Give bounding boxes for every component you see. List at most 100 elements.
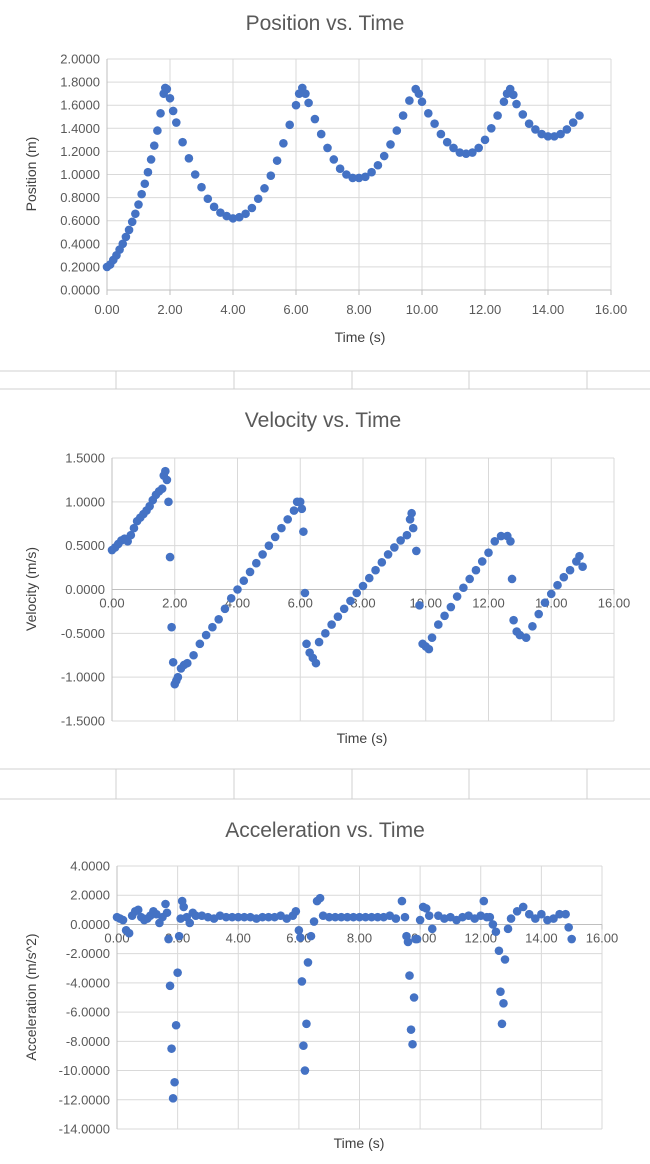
data-point — [343, 912, 352, 922]
data-point — [373, 160, 383, 170]
data-point — [201, 630, 211, 640]
y-tick-label: 0.0000 — [70, 917, 110, 932]
data-point — [355, 912, 364, 922]
data-point — [131, 209, 140, 219]
data-point — [321, 629, 330, 638]
data-point — [118, 239, 128, 249]
position-chart: Position vs. Time Time (s) Position (m) … — [23, 12, 627, 345]
data-point — [146, 155, 156, 164]
data-point — [484, 548, 493, 557]
data-point — [497, 1019, 507, 1029]
data-point — [185, 918, 195, 928]
data-point — [291, 906, 301, 916]
data-point — [297, 977, 307, 986]
data-point — [306, 931, 316, 941]
x-axis-title: Time (s) — [334, 1135, 385, 1151]
data-point — [258, 912, 267, 922]
y-tick-label: 1.5000 — [65, 451, 105, 466]
data-point — [133, 905, 143, 915]
data-point — [330, 912, 340, 922]
data-point — [164, 934, 173, 944]
data-point — [377, 558, 387, 567]
data-point — [189, 650, 198, 660]
y-tick-label: -14.0000 — [59, 1122, 110, 1137]
data-point — [285, 120, 295, 130]
data-point — [165, 93, 175, 103]
data-point — [221, 912, 231, 922]
data-point — [540, 598, 550, 607]
data-point — [124, 225, 134, 235]
data-point — [311, 658, 321, 668]
x-tick-label: 8.00 — [346, 302, 371, 317]
data-point — [493, 111, 502, 120]
data-point — [260, 184, 269, 193]
x-tick-label: 16.00 — [595, 302, 628, 317]
x-tick-label: 16.00 — [586, 930, 619, 945]
data-point — [496, 987, 505, 996]
velocity-chart: Velocity vs. Time Time (s) Velocity (m/s… — [23, 409, 630, 746]
x-tick-label: 10.00 — [406, 302, 439, 317]
data-point — [252, 558, 261, 568]
y-tick-label: 2.0000 — [60, 52, 100, 67]
data-point — [295, 497, 305, 507]
data-point — [361, 912, 370, 922]
data-point — [465, 574, 474, 584]
data-point — [302, 639, 311, 649]
data-point — [442, 137, 452, 147]
data-point — [167, 1044, 176, 1053]
data-point — [208, 622, 217, 632]
data-point — [121, 232, 131, 242]
data-point — [575, 551, 584, 561]
data-point — [309, 917, 319, 926]
data-point — [134, 200, 143, 209]
y-tick-label: -0.5000 — [61, 626, 105, 641]
data-point — [449, 143, 458, 153]
y-tick-label: 1.2000 — [60, 144, 100, 159]
y-tick-label: 1.4000 — [60, 121, 100, 136]
y-tick-label: 0.5000 — [65, 538, 105, 553]
data-point — [162, 475, 172, 485]
data-point — [390, 543, 399, 552]
data-point — [398, 111, 408, 120]
data-point — [239, 576, 249, 586]
y-tick-label: 0.2000 — [60, 259, 100, 274]
data-point — [373, 912, 382, 922]
data-point — [446, 602, 456, 612]
chart-title: Position vs. Time — [246, 12, 405, 35]
y-tick-label: -12.0000 — [59, 1092, 110, 1107]
x-tick-label: 14.00 — [525, 930, 558, 945]
data-point — [408, 1039, 417, 1049]
data-point — [559, 572, 569, 582]
data-point — [506, 914, 516, 923]
y-tick-label: 0.6000 — [60, 213, 100, 228]
data-point — [143, 167, 153, 177]
data-point — [427, 633, 437, 643]
data-point — [227, 912, 237, 922]
data-point — [183, 658, 192, 668]
data-point — [496, 531, 506, 541]
data-point — [405, 971, 414, 980]
data-point — [549, 914, 558, 923]
data-point — [168, 106, 178, 116]
data-point — [235, 212, 244, 222]
data-point — [156, 108, 165, 118]
data-point — [300, 588, 310, 598]
data-point — [258, 550, 267, 559]
data-point — [487, 124, 496, 133]
y-axis-title: Position (m) — [23, 137, 39, 212]
data-point — [403, 937, 413, 947]
data-point — [240, 912, 249, 922]
data-point — [392, 126, 402, 135]
data-point — [430, 119, 439, 128]
x-tick-label: 4.00 — [220, 302, 245, 317]
data-point — [480, 135, 490, 145]
y-tick-label: 1.0000 — [60, 167, 100, 182]
data-point — [266, 171, 276, 180]
data-point — [555, 909, 564, 919]
data-point — [126, 530, 136, 540]
data-point — [214, 615, 223, 624]
data-point — [314, 637, 324, 647]
data-point — [417, 97, 427, 107]
data-point — [400, 912, 410, 922]
data-point — [245, 567, 255, 577]
